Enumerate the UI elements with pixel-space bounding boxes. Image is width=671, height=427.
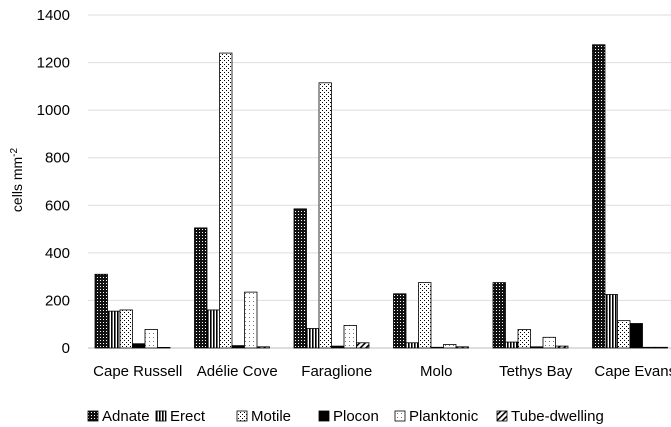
y-axis-label-text: cells mm	[9, 157, 25, 212]
bar-plocon	[231, 345, 245, 349]
y-tick-label: 800	[45, 150, 70, 167]
bar-plocon	[430, 346, 444, 349]
legend-label: Adnate	[102, 408, 150, 425]
bar-tube-dwelling	[654, 346, 668, 349]
y-tick-label: 1000	[37, 102, 70, 119]
bar-plocon	[530, 346, 544, 349]
y-tick-label: 400	[45, 245, 70, 262]
y-tick-label: 200	[45, 292, 70, 309]
legend-swatch-motile	[236, 410, 248, 422]
y-axis-label-superscript: -2	[9, 148, 20, 157]
bar-plocon	[132, 343, 146, 349]
category-label: Molo	[420, 363, 453, 380]
bar-motile	[318, 82, 332, 349]
bar-tube-dwelling	[256, 346, 270, 349]
bar-planktonic	[542, 336, 556, 349]
bar-erect	[206, 309, 220, 349]
legend-label: Motile	[251, 408, 291, 425]
y-tick-label: 1200	[37, 55, 70, 72]
legend-swatch-plocon	[318, 410, 330, 422]
category-labels: Cape Russell Adélie Cove Faraglione Molo Tet…	[93, 363, 671, 380]
bar-motile	[517, 329, 531, 349]
y-tick-labels: 0 200 400 600 800 1000 1200 1400	[37, 7, 70, 357]
y-tick-label: 600	[45, 197, 70, 214]
bar-motile	[119, 309, 133, 349]
legend-swatch-erect	[155, 410, 167, 422]
legend-swatch-adnate	[87, 410, 99, 422]
bar-erect	[306, 328, 320, 349]
category-label: Tethys Bay	[499, 363, 573, 380]
bar-planktonic	[343, 325, 357, 349]
bar-planktonic	[642, 346, 656, 349]
legend-swatch-planktonic	[394, 410, 406, 422]
gridlines	[88, 14, 671, 349]
bar-erect	[107, 310, 121, 349]
legend-label: Plocon	[333, 408, 379, 425]
bar-motile	[418, 282, 432, 349]
bar-erect	[604, 294, 618, 349]
category-label: Adélie Cove	[197, 363, 278, 380]
bar-motile	[219, 52, 233, 349]
category-label: Cape Russell	[93, 363, 182, 380]
legend-swatch-tube-dwelling	[496, 410, 508, 422]
legend-label: Erect	[170, 408, 206, 425]
bars	[94, 44, 668, 349]
bar-tube-dwelling	[356, 342, 370, 349]
bar-plocon	[629, 323, 643, 349]
category-label: Cape Evans	[594, 363, 671, 380]
bar-adnate	[194, 227, 208, 349]
bar-planktonic	[244, 291, 258, 349]
bar-tube-dwelling	[157, 346, 171, 349]
bar-adnate	[592, 44, 606, 349]
bar-adnate	[393, 293, 407, 349]
bar-tube-dwelling	[555, 345, 569, 349]
bar-adnate	[492, 282, 506, 349]
y-tick-label: 1400	[37, 7, 70, 24]
bar-adnate	[94, 273, 108, 349]
legend: Adnate Erect Motile Plocon Planktonic Tube-dw…	[87, 408, 604, 425]
bar-planktonic	[144, 329, 158, 349]
bar-planktonic	[443, 344, 457, 349]
y-tick-label: 0	[62, 340, 70, 357]
bar-plocon	[331, 345, 345, 349]
legend-label: Planktonic	[409, 408, 479, 425]
category-label: Faraglione	[301, 363, 372, 380]
legend-label: Tube-dwelling	[511, 408, 604, 425]
y-axis-label: cells mm-2	[9, 148, 25, 213]
bar-motile	[617, 320, 631, 349]
bar-erect	[405, 342, 419, 349]
bar-adnate	[293, 208, 307, 349]
bar-erect	[505, 341, 519, 349]
bar-tube-dwelling	[455, 346, 469, 349]
